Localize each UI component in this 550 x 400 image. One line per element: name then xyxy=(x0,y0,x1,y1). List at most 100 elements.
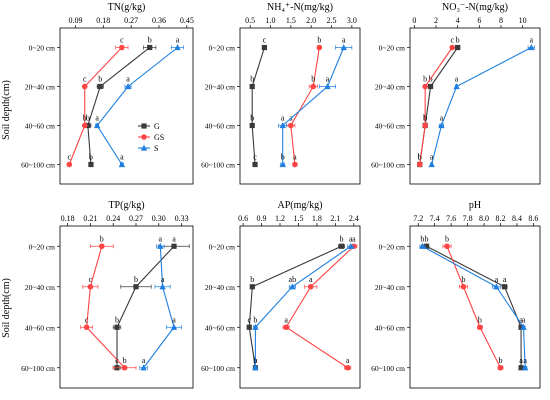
y-tick-label: 20~40 cm xyxy=(25,283,55,292)
data-point xyxy=(252,323,259,330)
series-line xyxy=(290,47,320,165)
chart-panel-2: NH₄⁺-N(mg/kg) 0.5 1.0 1.5 2.0 2.5 3.0 0~20 cm 20… xyxy=(201,2,361,185)
series-gs: c c b c xyxy=(66,36,129,168)
significance-label: c xyxy=(450,36,454,45)
series-line xyxy=(68,47,123,165)
significance-label: a xyxy=(120,153,124,162)
significance-label: a xyxy=(342,36,346,45)
x-tick-label: 3.0 xyxy=(347,16,357,25)
significance-label: a xyxy=(346,356,350,365)
x-tick-label: 1.0 xyxy=(266,16,276,25)
chart-panels: TN(g/kg) 0.09 0.18 0.27 0.36 0.45 0~20 cm 20~40… xyxy=(21,2,541,389)
significance-label: b xyxy=(250,114,254,123)
plot-frame xyxy=(59,27,194,185)
data-point xyxy=(338,243,345,249)
x-tick-label: 2.1 xyxy=(330,214,340,223)
data-point xyxy=(87,283,94,290)
data-point xyxy=(497,364,504,371)
data-point xyxy=(419,242,426,249)
significance-label: b xyxy=(478,315,482,324)
data-point xyxy=(249,284,255,290)
series-line xyxy=(431,47,532,165)
significance-label: a xyxy=(142,356,146,365)
data-point xyxy=(174,44,181,51)
significance-label: b xyxy=(134,275,138,284)
significance-label: c xyxy=(120,36,124,45)
x-tick-label: 6 xyxy=(477,16,481,25)
y-tick-label: 0~20 cm xyxy=(209,44,236,53)
x-tick-label: 0.18 xyxy=(96,16,110,25)
x-tick-label: 7.4 xyxy=(430,214,440,223)
chart-title: NO₃⁻-N(mg/kg) xyxy=(442,2,508,13)
data-point xyxy=(119,44,125,51)
x-tick-label: 8.2 xyxy=(496,214,506,223)
significance-label: c xyxy=(253,153,257,162)
x-tick-label: 2.0 xyxy=(306,16,316,25)
series-line xyxy=(282,47,345,165)
data-point xyxy=(518,365,524,371)
x-tick-label: 1.8 xyxy=(312,214,322,223)
significance-label: c xyxy=(83,75,87,84)
data-point xyxy=(133,284,139,290)
y-tick-label: 40~60 cm xyxy=(25,323,55,332)
data-point xyxy=(438,122,445,129)
legend-marker xyxy=(141,123,147,129)
y-tick-label: 40~60 cm xyxy=(375,122,405,131)
y-tick-label: 40~60 cm xyxy=(375,323,405,332)
data-point xyxy=(340,44,347,51)
chart-panel-3: NO₃⁻-N(mg/kg) 0 2 4 6 8 10 0~20 cm 20~40 cm 40~60… xyxy=(371,2,541,185)
series-line xyxy=(116,245,175,368)
y-tick-label: 20~40 cm xyxy=(205,83,235,92)
plot-frame xyxy=(59,225,194,389)
data-point xyxy=(93,122,101,129)
data-point xyxy=(444,243,450,250)
significance-label: b xyxy=(115,315,119,324)
series-line xyxy=(422,245,526,368)
series-gs: b b b b xyxy=(442,234,504,371)
x-tick-label: 0.18 xyxy=(61,214,75,223)
x-tick-label: 0.21 xyxy=(83,214,97,223)
y-tick-label: 0~20 cm xyxy=(379,242,406,251)
data-point xyxy=(118,161,126,168)
significance-label: a xyxy=(95,114,99,123)
data-point xyxy=(422,122,428,129)
significance-label: ab xyxy=(289,275,297,284)
data-point xyxy=(477,324,483,331)
x-tick-label: 0.30 xyxy=(152,214,166,223)
series-line xyxy=(143,246,175,369)
x-tick-label: 0.6 xyxy=(238,214,248,223)
significance-label: b xyxy=(281,153,285,162)
data-point xyxy=(428,161,435,168)
data-point xyxy=(455,44,461,51)
significance-label: a xyxy=(126,75,130,84)
x-tick-label: 0.33 xyxy=(175,214,189,223)
significance-label: c xyxy=(85,315,89,324)
data-point xyxy=(453,83,460,90)
chart-panel-5: AP(mg/kg) 0.6 0.9 1.2 1.5 1.8 2.1 2.4 0~20 cm 20~… xyxy=(201,200,361,389)
significance-label: b xyxy=(340,234,344,243)
data-point xyxy=(493,283,500,290)
x-tick-label: 0.45 xyxy=(180,16,194,25)
data-point xyxy=(416,161,423,168)
chart-title: TN(g/kg) xyxy=(108,2,146,13)
x-tick-label: 7.2 xyxy=(413,214,423,223)
plot-frame xyxy=(239,225,361,389)
data-point xyxy=(147,44,153,51)
significance-label: a xyxy=(519,315,523,324)
y-axis-label-bottom: Soil depth(cm) xyxy=(1,278,12,338)
series-gs: a a a a xyxy=(282,234,358,371)
plot-frame xyxy=(239,27,361,185)
data-point xyxy=(283,324,289,331)
x-tick-label: 4 xyxy=(456,16,460,25)
data-point xyxy=(66,161,73,168)
chart-panel-1: TN(g/kg) 0.09 0.18 0.27 0.36 0.45 0~20 cm 20~40… xyxy=(21,2,194,185)
y-tick-label: 40~60 cm xyxy=(25,122,55,131)
data-point xyxy=(279,122,286,129)
data-point xyxy=(83,324,90,331)
